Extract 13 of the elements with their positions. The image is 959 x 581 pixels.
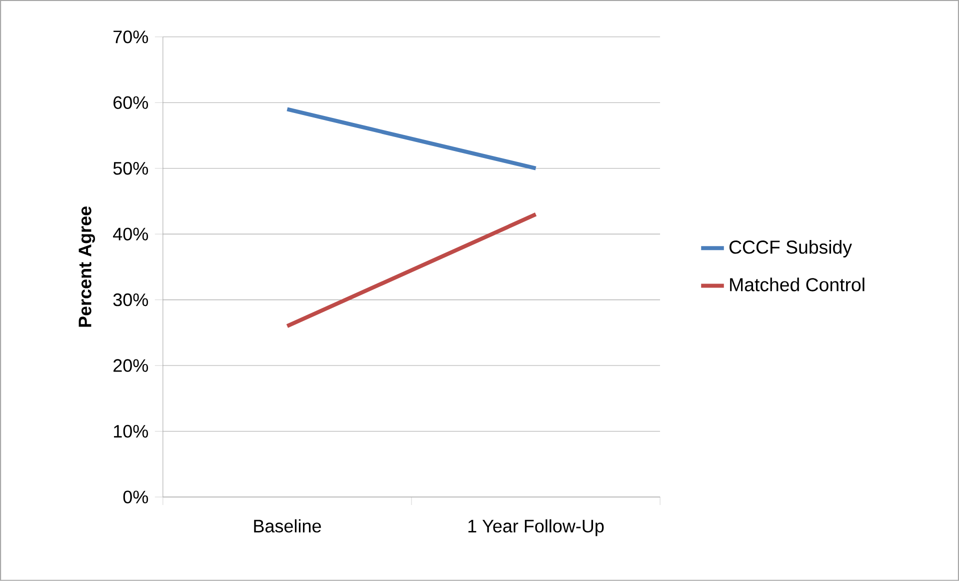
y-tick-label: 10% [114, 424, 148, 438]
legend-label: CCCF Subsidy [730, 240, 852, 258]
y-tick-label: 20% [114, 359, 148, 372]
y-tick-label: 40% [113, 228, 148, 240]
y-tick-label: 60% [114, 96, 148, 110]
y-tick-label: 70% [114, 30, 148, 44]
x-tick-label: 1 Year Follow-Up [468, 519, 604, 536]
x-tick-label: Baseline [254, 519, 321, 533]
y-tick-label: 50% [113, 162, 148, 175]
y-tick-label: 0% [123, 490, 148, 504]
y-axis-title: Percent Agree [78, 206, 95, 327]
legend-label: Matched Control [730, 278, 864, 292]
y-tick-label: 30% [113, 293, 148, 306]
